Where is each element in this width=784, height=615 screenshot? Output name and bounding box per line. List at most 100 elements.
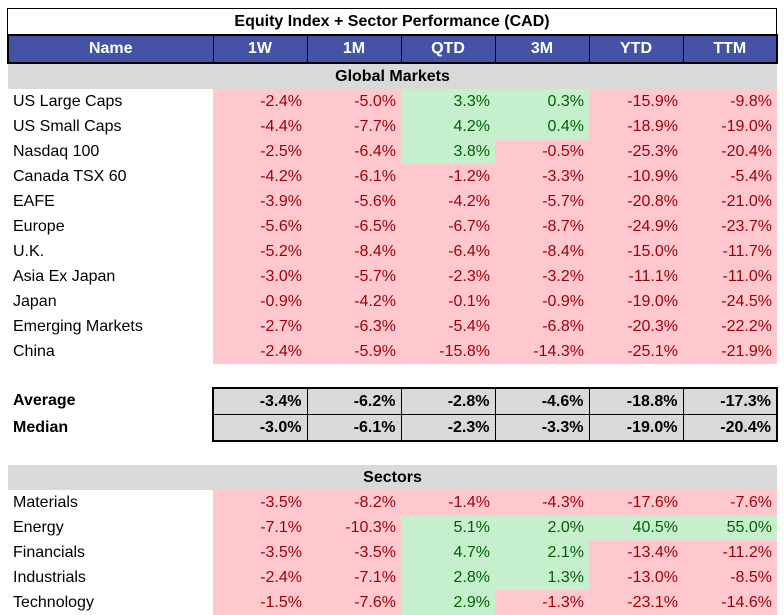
row-name: Materials bbox=[13, 493, 78, 511]
table-row: Technology -1.5% -7.6% 2.9% -1.3% -23.1% -14.6… bbox=[8, 590, 777, 615]
header-qtd: QTD bbox=[400, 34, 495, 64]
summary-value: -6.2% bbox=[306, 387, 402, 415]
value-cell: -15.9% bbox=[589, 89, 683, 114]
value-cell: -25.3% bbox=[589, 139, 683, 164]
summary-value: -18.8% bbox=[588, 387, 684, 415]
spacer-cell bbox=[8, 364, 777, 388]
summary-value: -2.3% bbox=[400, 414, 496, 442]
value-cell: -10.9% bbox=[589, 164, 683, 189]
row-name: US Large Caps bbox=[13, 92, 123, 110]
value-cell: -6.1% bbox=[307, 164, 401, 189]
value-cell: -1.3% bbox=[495, 590, 589, 615]
value-cell: -18.9% bbox=[589, 114, 683, 139]
value-cell: -2.4% bbox=[213, 565, 307, 590]
value-cell: -6.7% bbox=[401, 214, 495, 239]
value-cell: -24.5% bbox=[683, 289, 777, 314]
summary-value: -20.4% bbox=[682, 414, 778, 442]
value-cell: -5.9% bbox=[307, 339, 401, 364]
value-cell: 1.3% bbox=[495, 565, 589, 590]
summary-value: -3.0% bbox=[212, 414, 308, 442]
value-cell: 40.5% bbox=[589, 515, 683, 540]
performance-sheet: Equity Index + Sector Performance (CAD) … bbox=[7, 8, 778, 615]
summary-value: -6.1% bbox=[306, 414, 402, 442]
header-ytd: YTD bbox=[588, 34, 683, 64]
summary-value: -19.0% bbox=[588, 414, 684, 442]
value-cell: -7.6% bbox=[307, 590, 401, 615]
value-cell: -5.7% bbox=[307, 264, 401, 289]
row-name: Industrials bbox=[13, 568, 86, 586]
value-cell: -20.4% bbox=[683, 139, 777, 164]
value-cell: -19.0% bbox=[683, 114, 777, 139]
value-cell: -9.8% bbox=[683, 89, 777, 114]
value-cell: -3.0% bbox=[213, 264, 307, 289]
value-cell: -2.7% bbox=[213, 314, 307, 339]
value-cell: -4.2% bbox=[307, 289, 401, 314]
section-label-global: Global Markets bbox=[8, 63, 777, 89]
value-cell: 2.8% bbox=[401, 565, 495, 590]
value-cell: -2.4% bbox=[213, 89, 307, 114]
value-cell: -6.3% bbox=[307, 314, 401, 339]
value-cell: -2.5% bbox=[213, 139, 307, 164]
value-cell: -7.7% bbox=[307, 114, 401, 139]
summary-value: -17.3% bbox=[682, 387, 778, 415]
value-cell: -8.4% bbox=[307, 239, 401, 264]
section-label-sectors: Sectors bbox=[8, 465, 777, 490]
header-1m: 1M bbox=[306, 34, 401, 64]
value-cell: -0.5% bbox=[495, 139, 589, 164]
row-name: U.K. bbox=[13, 242, 45, 260]
spacer-row bbox=[8, 364, 777, 388]
value-cell: -20.3% bbox=[589, 314, 683, 339]
summary-value: -3.4% bbox=[212, 387, 308, 415]
value-cell: -6.4% bbox=[401, 239, 495, 264]
table-row: EAFE -3.9% -5.6% -4.2% -5.7% -20.8% -21.0% bbox=[8, 189, 777, 214]
table-row: Industrials -2.4% -7.1% 2.8% 1.3% -13.0% -8.5% bbox=[8, 565, 777, 590]
value-cell: -3.5% bbox=[307, 540, 401, 565]
performance-table: Name 1W 1M QTD 3M YTD TTM Global Markets… bbox=[7, 34, 778, 615]
value-cell: -11.2% bbox=[683, 540, 777, 565]
value-cell: -2.4% bbox=[213, 339, 307, 364]
row-name: Asia Ex Japan bbox=[13, 267, 116, 285]
value-cell: -17.6% bbox=[589, 490, 683, 515]
value-cell: -19.0% bbox=[589, 289, 683, 314]
value-cell: -1.5% bbox=[213, 590, 307, 615]
header-name: Name bbox=[7, 34, 213, 64]
row-name: Energy bbox=[13, 518, 64, 536]
table-row: Nasdaq 100 -2.5% -6.4% 3.8% -0.5% -25.3% -20.4… bbox=[8, 139, 777, 164]
row-name: Japan bbox=[13, 292, 57, 310]
value-cell: -10.3% bbox=[307, 515, 401, 540]
row-name: Emerging Markets bbox=[13, 317, 143, 335]
summary-name: Average bbox=[13, 392, 76, 410]
value-cell: -4.2% bbox=[213, 164, 307, 189]
table-row: Canada TSX 60 -4.2% -6.1% -1.2% -3.3% -10.9% -… bbox=[8, 164, 777, 189]
summary-row: Median -3.0% -6.1% -2.3% -3.3% -19.0% -20.4% bbox=[8, 414, 778, 442]
value-cell: 2.9% bbox=[401, 590, 495, 615]
table-row: Financials -3.5% -3.5% 4.7% 2.1% -13.4% -11.2% bbox=[8, 540, 777, 565]
value-cell: -13.4% bbox=[589, 540, 683, 565]
value-cell: 5.1% bbox=[401, 515, 495, 540]
value-cell: -3.3% bbox=[495, 164, 589, 189]
value-cell: -22.2% bbox=[683, 314, 777, 339]
table-row: Materials -3.5% -8.2% -1.4% -4.3% -17.6% -7.6% bbox=[8, 490, 777, 515]
value-cell: -5.2% bbox=[213, 239, 307, 264]
summary-value: -4.6% bbox=[494, 387, 590, 415]
spacer-row bbox=[8, 441, 777, 465]
section-header-sectors: Sectors bbox=[8, 465, 777, 490]
value-cell: -6.5% bbox=[307, 214, 401, 239]
value-cell: -24.9% bbox=[589, 214, 683, 239]
value-cell: 4.2% bbox=[401, 114, 495, 139]
value-cell: -0.1% bbox=[401, 289, 495, 314]
table-body: Global Markets US Large Caps -2.4% -5.0% 3.… bbox=[8, 63, 778, 615]
value-cell: -4.2% bbox=[401, 189, 495, 214]
value-cell: -3.2% bbox=[495, 264, 589, 289]
row-name: Nasdaq 100 bbox=[13, 142, 100, 160]
value-cell: -1.4% bbox=[401, 490, 495, 515]
value-cell: -8.5% bbox=[683, 565, 777, 590]
value-cell: -23.7% bbox=[683, 214, 777, 239]
summary-name: Median bbox=[13, 418, 69, 436]
value-cell: -11.0% bbox=[683, 264, 777, 289]
value-cell: -1.2% bbox=[401, 164, 495, 189]
value-cell: -5.0% bbox=[307, 89, 401, 114]
value-cell: -5.4% bbox=[683, 164, 777, 189]
header-3m: 3M bbox=[494, 34, 589, 64]
value-cell: -7.6% bbox=[683, 490, 777, 515]
